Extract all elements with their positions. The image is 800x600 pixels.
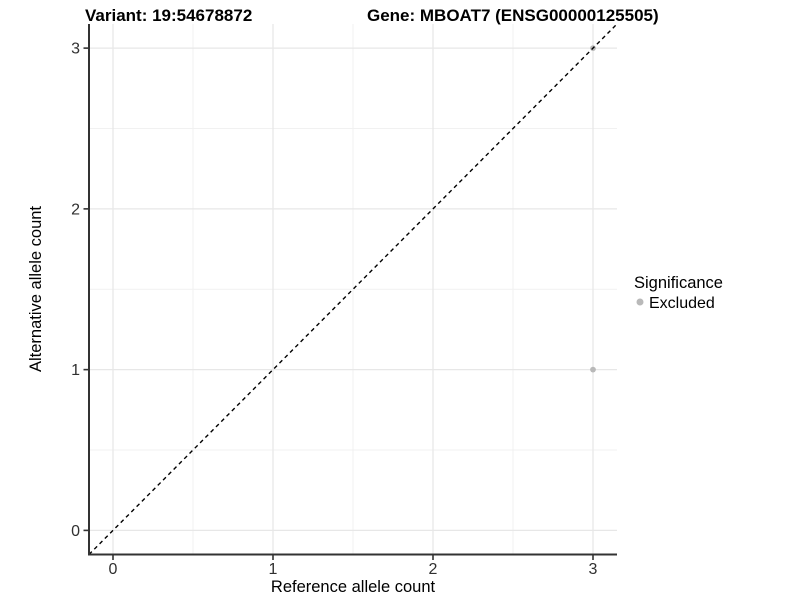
legend-title: Significance	[634, 274, 723, 292]
y-tick-label: 3	[71, 41, 80, 58]
y-tick-label: 0	[71, 523, 80, 540]
y-axis-title: Alternative allele count	[27, 206, 45, 372]
x-tick-label: 1	[269, 561, 278, 578]
legend-item-label: Excluded	[649, 295, 715, 312]
y-tick-label: 1	[71, 362, 80, 379]
x-tick-label: 3	[589, 561, 598, 578]
y-tick-label: 2	[71, 201, 80, 218]
axis-lines	[88, 24, 617, 556]
legend-point-icon	[636, 298, 644, 306]
plot-title-gene: Gene: MBOAT7 (ENSG00000125505)	[367, 6, 659, 25]
legend: Significance Excluded	[634, 274, 723, 312]
plot-title-variant: Variant: 19:54678872	[85, 6, 252, 25]
data-point	[590, 366, 596, 373]
identity-line	[88, 23, 618, 555]
legend-item-excluded: Excluded	[636, 295, 715, 312]
chart-layer: 0 1 2 3 0 1 2 3	[71, 23, 618, 578]
x-axis-title: Reference allele count	[271, 578, 436, 596]
x-tick-label: 2	[429, 561, 438, 578]
x-tick-label: 0	[109, 561, 118, 578]
